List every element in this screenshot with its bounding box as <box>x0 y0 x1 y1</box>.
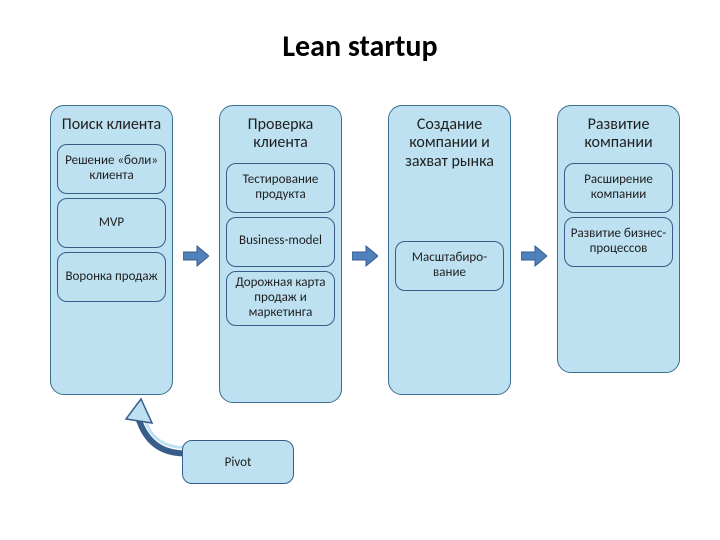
stage-item-label: Business-model <box>239 234 322 249</box>
stage-item: Расширение компании <box>564 163 673 213</box>
arrow-right <box>352 105 378 267</box>
stage-title: Проверка клиента <box>226 116 335 153</box>
stage-item-label: Тестирование продукта <box>231 173 330 203</box>
stage-title: Развитие компании <box>564 116 673 153</box>
stage-item: Business-model <box>226 217 335 267</box>
stage-title: Создание компании и захват рынка <box>395 116 504 171</box>
stage-item-label: Воронка продаж <box>65 270 157 285</box>
stage-item-label: Решение «боли» клиента <box>62 154 161 184</box>
stage-title: Поиск клиента <box>62 116 161 134</box>
stage-item: Тестирование продукта <box>226 163 335 213</box>
pivot-label: Pivot <box>225 455 252 470</box>
stage-item: Развитие бизнес-процессов <box>564 217 673 267</box>
arrow-right <box>521 105 547 267</box>
stage-1: Проверка клиента Тестирование продукта Bus… <box>219 105 342 403</box>
diagram-title: Lean startup <box>0 28 720 65</box>
pivot-box: Pivot <box>182 440 294 484</box>
stage-item-label: Расширение компании <box>569 173 668 203</box>
stage-2: Создание компании и захват рынка Масштаби… <box>388 105 511 395</box>
stage-item-label: MVP <box>99 216 124 231</box>
arrow-right <box>183 105 209 267</box>
stage-item: MVP <box>57 198 166 248</box>
stage-item: Решение «боли» клиента <box>57 144 166 194</box>
stage-item-label: Масштабиро-вание <box>400 251 499 281</box>
stage-item-label: Дорожная карта продаж и маркетинга <box>231 276 330 321</box>
stage-0: Поиск клиента Решение «боли» клиента MVP Во… <box>50 105 173 395</box>
stages-row: Поиск клиента Решение «боли» клиента MVP Во… <box>50 105 680 403</box>
stage-item: Масштабиро-вание <box>395 241 504 291</box>
stage-item: Воронка продаж <box>57 252 166 302</box>
stage-item-label: Развитие бизнес-процессов <box>569 227 668 257</box>
stage-3: Развитие компании Расширение компании Разв… <box>557 105 680 373</box>
stage-item: Дорожная карта продаж и маркетинга <box>226 271 335 326</box>
